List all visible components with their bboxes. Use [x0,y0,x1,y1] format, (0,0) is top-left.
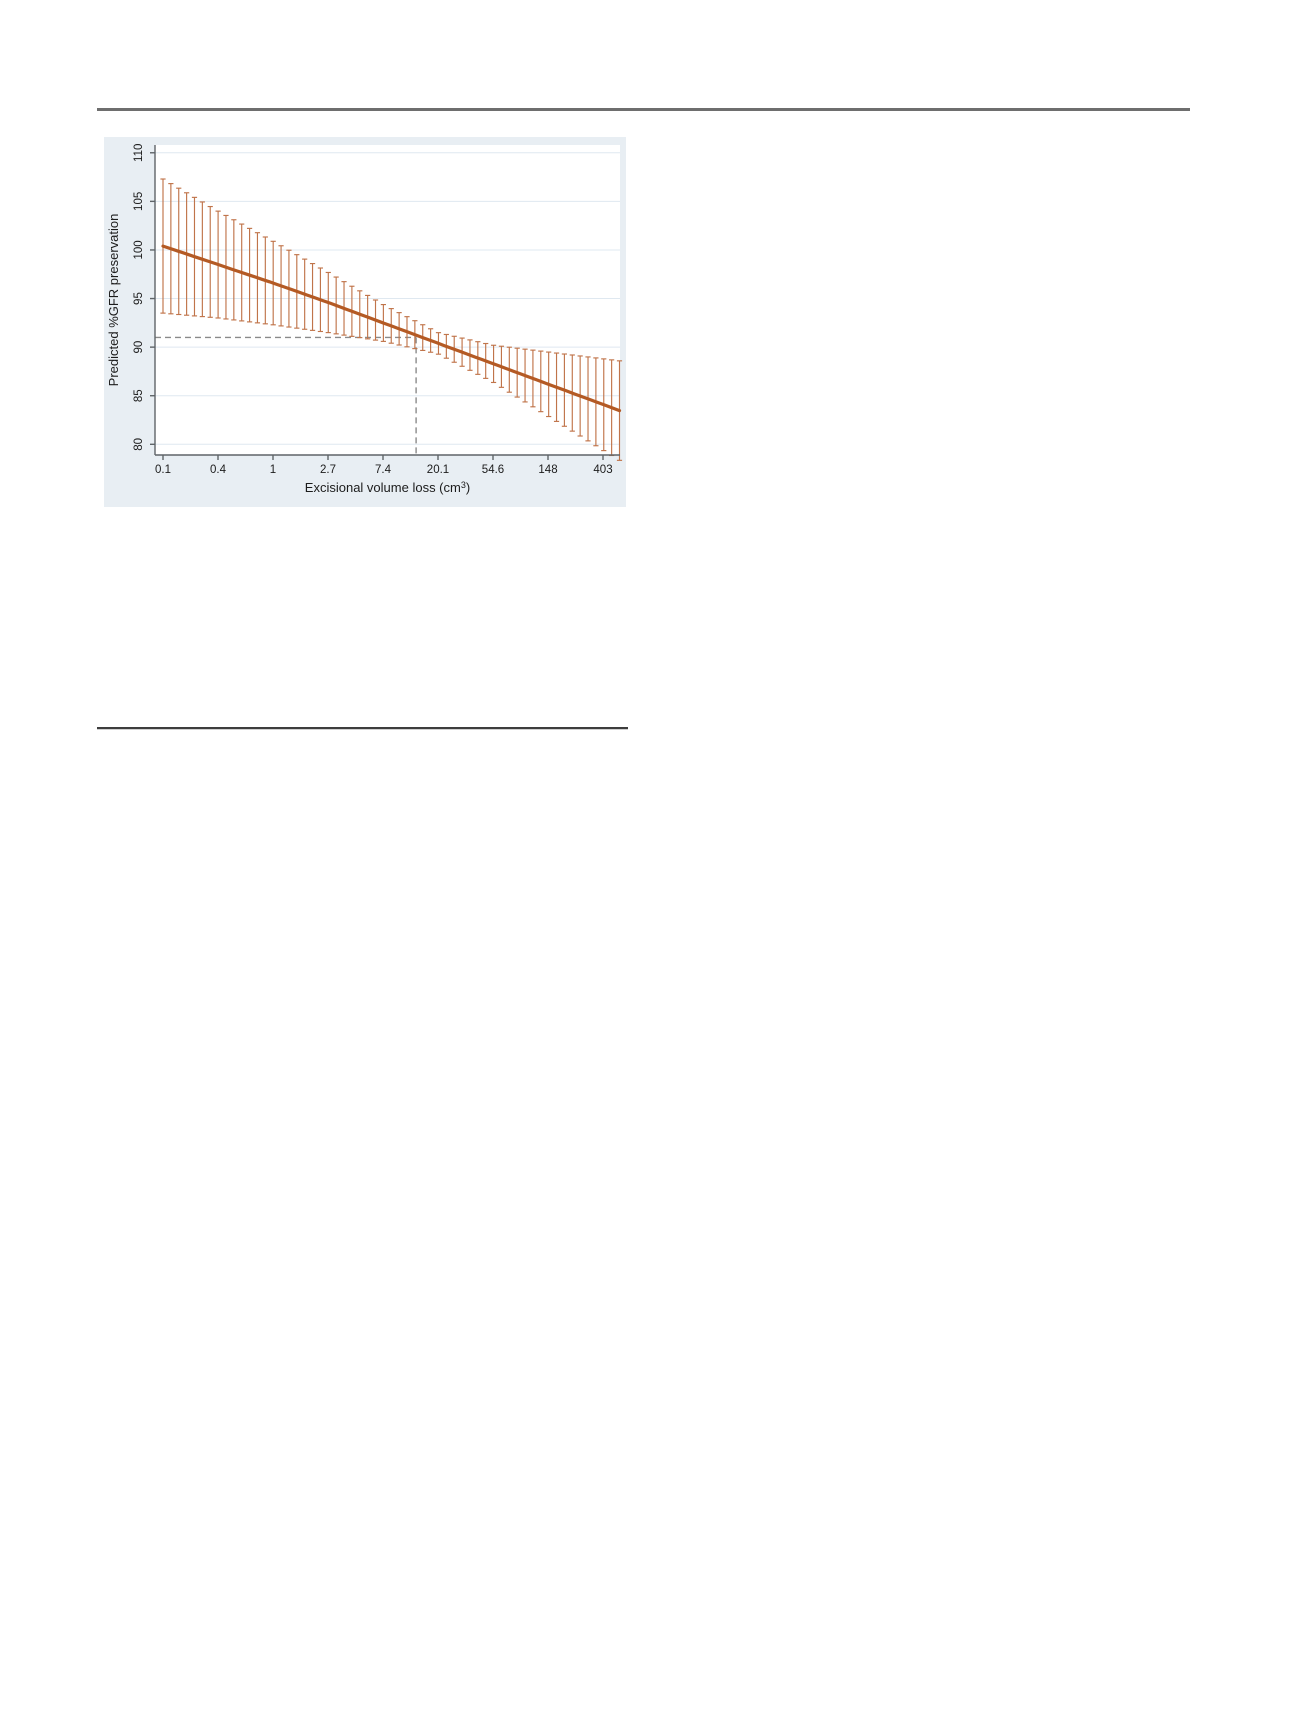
y-tick-label: 90 [133,341,145,354]
x-tick-label: 1 [270,464,276,476]
plot-area [155,145,620,455]
y-tick-label: 110 [133,144,145,162]
x-tick-label: 54.6 [482,464,504,476]
x-tick-label: 0.1 [155,464,171,476]
y-tick-labels: 80 85 90 95 100 105 110 [133,144,145,451]
fit-line [161,244,622,413]
y-tick-label: 100 [133,240,145,259]
x-tick-label: 0.4 [210,464,227,476]
x-tick-label: 20.1 [427,464,449,476]
x-axis-title: Excisional volume loss (cm3) [305,480,470,495]
gfr-preservation-chart: 80 85 90 95 100 105 110 0.1 0.4 1 2.7 7.4 20.1 54.6 14… [104,137,626,507]
gfr-preservation-chart-svg: 80 85 90 95 100 105 110 0.1 0.4 1 2.7 7.4 20.1 54.6 14… [104,137,626,507]
top-horizontal-rule [97,108,1190,111]
gridlines [155,152,620,445]
x-tick-label: 148 [538,464,557,476]
axes [150,145,620,460]
x-tick-label: 7.4 [375,464,392,476]
y-tick-label: 105 [133,192,145,211]
y-tick-label: 80 [133,438,145,451]
reference-lines [155,336,417,455]
x-tick-labels: 0.1 0.4 1 2.7 7.4 20.1 54.6 148 403 [155,464,613,476]
y-tick-label: 95 [133,292,145,305]
y-tick-label: 85 [133,389,145,402]
x-tick-label: 2.7 [320,464,336,476]
x-tick-label: 403 [593,464,612,476]
y-axis-title: Predicted %GFR preservation [106,214,121,387]
middle-horizontal-rule [97,727,628,729]
